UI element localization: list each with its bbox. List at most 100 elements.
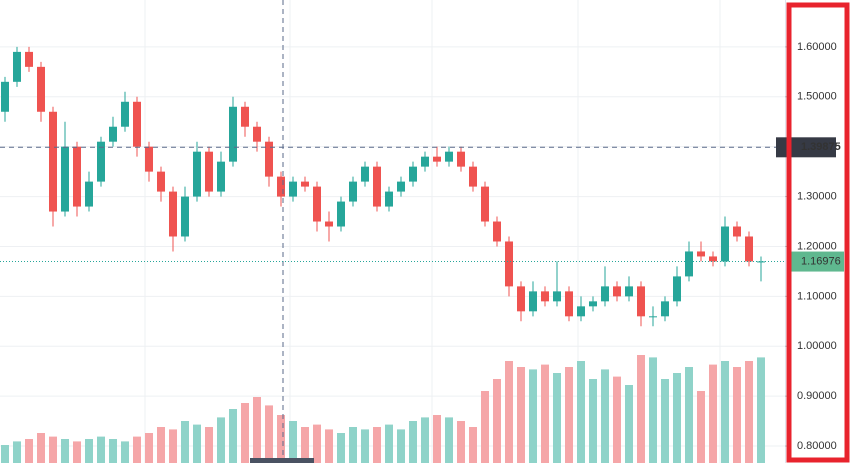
volume-bar — [145, 433, 153, 463]
volume-layer — [1, 355, 765, 463]
candle-body — [397, 181, 405, 192]
y-tick-label: 0.90000 — [797, 390, 837, 402]
volume-bar — [313, 424, 321, 463]
volume-bar — [733, 367, 741, 463]
crosshair-time-label — [250, 458, 314, 463]
volume-bar — [661, 379, 669, 463]
y-tick-label: 1.30000 — [797, 190, 837, 202]
volume-bar — [517, 367, 525, 463]
volume-bar — [349, 427, 357, 463]
volume-bar — [481, 391, 489, 463]
candle-body — [193, 151, 201, 197]
candle-body — [541, 291, 549, 302]
candle-body — [409, 166, 417, 182]
candle-body — [25, 51, 33, 67]
candle-body — [529, 291, 537, 312]
volume-bar — [745, 361, 753, 463]
candle-body — [253, 126, 261, 142]
y-tick-label: 0.80000 — [797, 440, 837, 452]
candle-body — [469, 166, 477, 187]
candle-body — [361, 166, 369, 182]
volume-bar — [421, 417, 429, 463]
volume-bar — [325, 429, 333, 463]
candle-body — [277, 176, 285, 197]
volume-bar — [277, 415, 285, 463]
volume-bar — [385, 424, 393, 463]
candle-body — [313, 186, 321, 222]
candle-body — [613, 286, 621, 297]
volume-bar — [253, 397, 261, 463]
volume-bar — [13, 441, 21, 463]
volume-bar — [589, 379, 597, 463]
candle-body — [589, 301, 597, 307]
volume-bar — [25, 439, 33, 463]
candle-body — [565, 291, 573, 317]
candle-body — [337, 201, 345, 227]
candle-body — [517, 286, 525, 312]
candle-body — [265, 141, 273, 177]
volume-bar — [301, 427, 309, 463]
candle-body — [553, 291, 561, 302]
volume-bar — [433, 415, 441, 463]
overlay-layer — [0, 0, 785, 463]
volume-bar — [73, 441, 81, 463]
volume-bar — [445, 417, 453, 463]
y-tick-label: 1.20000 — [797, 240, 837, 252]
y-tick-label: 1.00000 — [797, 340, 837, 352]
candle-body — [13, 51, 21, 82]
candle-body — [385, 191, 393, 207]
y-tick-label: 1.60000 — [797, 41, 837, 53]
volume-bar — [565, 367, 573, 463]
volume-bar — [457, 421, 465, 463]
volume-bar — [685, 367, 693, 463]
volume-bar — [397, 429, 405, 463]
volume-bar — [265, 405, 273, 463]
candle-body — [73, 146, 81, 207]
candle-body — [37, 66, 45, 112]
candle-body — [745, 236, 753, 262]
candle-body — [577, 306, 585, 317]
candle-body — [601, 286, 609, 302]
volume-bar — [109, 439, 117, 463]
highlight-box — [786, 2, 850, 463]
volume-bar — [193, 424, 201, 463]
crosshair-label: 1.39875 — [801, 141, 841, 153]
volume-bar — [637, 355, 645, 463]
price-axis: 0.80000 0.90000 1.00000 1.10000 1.20000 1.300… — [776, 41, 844, 452]
candle-body — [685, 251, 693, 277]
candle-body — [109, 126, 117, 142]
candle-body — [493, 221, 501, 242]
candle-body — [721, 226, 729, 262]
volume-bar — [505, 361, 513, 463]
candle-body — [157, 171, 165, 192]
y-tick-label: 1.50000 — [797, 91, 837, 103]
volume-bar — [289, 421, 297, 463]
candle-body — [121, 101, 129, 127]
volume-bar — [61, 439, 69, 463]
candle-body — [145, 146, 153, 172]
candle-body — [481, 186, 489, 222]
candle-body — [301, 181, 309, 187]
candle-body — [181, 196, 189, 237]
volume-bar — [721, 361, 729, 463]
candle-body — [97, 141, 105, 182]
volume-bar — [373, 427, 381, 463]
candle-body — [289, 181, 297, 197]
volume-bar — [409, 421, 417, 463]
candle-body — [433, 156, 441, 162]
candle-layer — [1, 46, 765, 327]
candle-body — [733, 226, 741, 237]
candle-body — [241, 106, 249, 127]
candle-body — [625, 286, 633, 297]
volume-bar — [361, 429, 369, 463]
volume-bar — [673, 373, 681, 463]
candle-body — [61, 146, 69, 212]
candle-body — [757, 261, 765, 263]
volume-bar — [649, 357, 657, 463]
candle-body — [49, 111, 57, 212]
candle-body — [421, 156, 429, 167]
candle-body — [133, 101, 141, 147]
volume-bar — [1, 445, 9, 463]
volume-bar — [709, 364, 717, 463]
